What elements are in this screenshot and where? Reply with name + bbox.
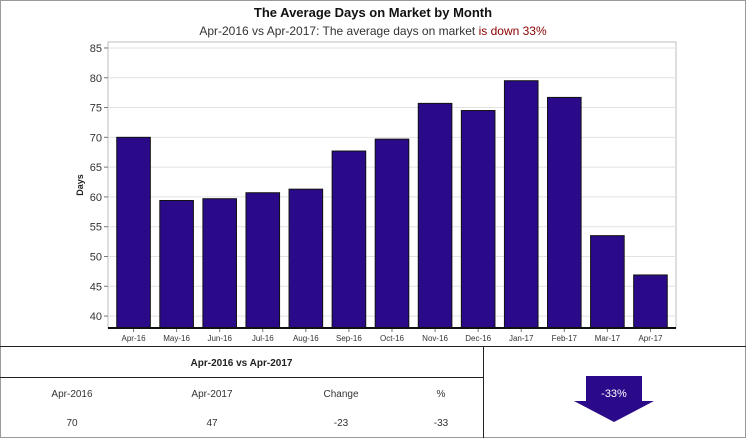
trend-indicator: -33% (484, 347, 746, 438)
bar-jul-16 (245, 192, 281, 329)
header-apr-2016: Apr-2016 (51, 389, 93, 400)
bar-feb-17 (547, 96, 582, 329)
y-tick-label: 60 (90, 192, 102, 204)
x-tick-label: Jan-17 (509, 334, 534, 343)
down-arrow-icon (574, 376, 654, 422)
y-tick-label: 70 (90, 132, 102, 144)
x-tick-label: Mar-17 (595, 334, 621, 343)
chart-title: The Average Days on Market by Month (253, 5, 493, 20)
x-tick-label: Jul-16 (252, 334, 274, 343)
bar-apr-16 (116, 136, 151, 329)
bar-mar-17 (590, 235, 625, 329)
x-tick-label: Feb-17 (552, 334, 578, 343)
value-apr-2016: 70 (66, 418, 78, 429)
y-tick-label: 45 (90, 281, 102, 293)
summary-section: Apr-2016 vs Apr-2017 Apr-2016 Apr-2017 C… (0, 346, 746, 439)
bar-oct-16 (374, 138, 410, 329)
x-tick-label: Aug-16 (293, 334, 319, 343)
bar-jun-16 (202, 198, 237, 329)
bar-jan-17 (503, 80, 539, 329)
y-tick-label: 85 (90, 43, 102, 55)
comparison-title: Apr-2016 vs Apr-2017 (190, 358, 293, 369)
y-tick-label: 40 (90, 311, 102, 323)
bar-sep-16 (331, 150, 367, 329)
value-change: -23 (333, 418, 349, 429)
value-apr-2017: 47 (206, 418, 218, 429)
table-divider (0, 377, 483, 378)
value-percent: -33 (433, 418, 449, 429)
y-tick-label: 75 (90, 103, 102, 115)
bar-nov-16 (417, 102, 453, 329)
y-tick-label: 50 (90, 252, 102, 264)
bar-chart: 40 45 50 55 60 65 70 75 80 85 Days Apr-16 May-16 Jun-… (75, 41, 677, 343)
bar-apr-17 (633, 274, 668, 329)
x-tick-label: Jun-16 (207, 334, 232, 343)
bar-may-16 (159, 199, 194, 329)
trend-label: -33% (601, 388, 627, 400)
x-tick-label: Apr-17 (638, 334, 663, 343)
bar-aug-16 (288, 188, 324, 329)
x-tick-label: May-16 (163, 334, 190, 343)
chart-subtitle: Apr-2016 vs Apr-2017: The average days o… (0, 24, 746, 38)
comparison-table: Apr-2016 vs Apr-2017 Apr-2016 Apr-2017 C… (0, 347, 484, 438)
subtitle-text: Apr-2016 vs Apr-2017: The average days o… (199, 24, 479, 38)
x-tick-label: Nov-16 (422, 334, 448, 343)
x-tick-label: Dec-16 (465, 334, 491, 343)
y-tick-label: 80 (90, 73, 102, 85)
y-tick-label: 65 (90, 162, 102, 174)
header-percent: % (436, 389, 446, 400)
bar-dec-16 (460, 110, 496, 329)
x-tick-label: Sep-16 (336, 334, 362, 343)
x-tick-label: Apr-16 (122, 334, 147, 343)
y-axis-label: Days (75, 174, 85, 196)
header-apr-2017: Apr-2017 (191, 389, 233, 400)
y-tick-label: 55 (90, 222, 102, 234)
x-tick-label: Oct-16 (380, 334, 405, 343)
header-change: Change (323, 389, 359, 400)
subtitle-highlight: is down 33% (478, 24, 547, 38)
